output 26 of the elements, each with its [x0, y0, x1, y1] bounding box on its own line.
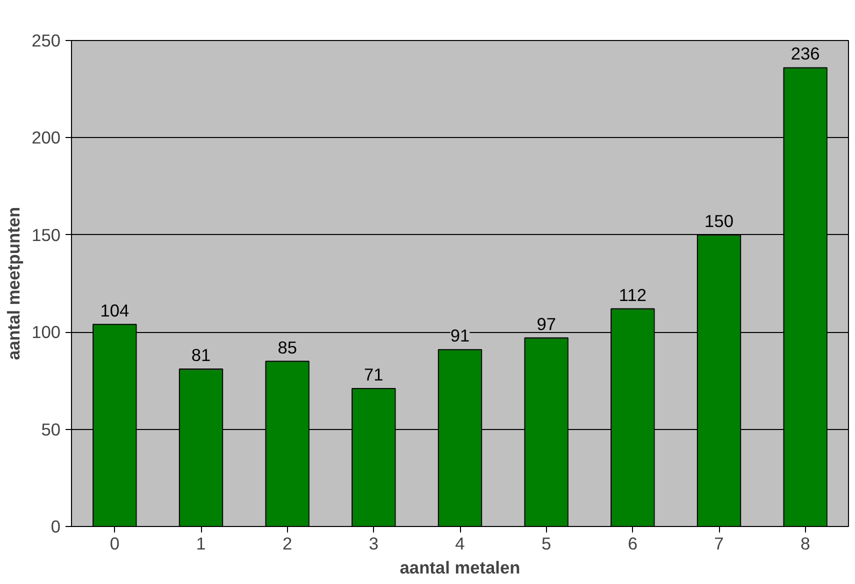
- x-tick-label: 7: [714, 534, 724, 554]
- x-tick-label: 1: [196, 534, 206, 554]
- x-tick-label: 4: [455, 534, 466, 554]
- y-tick-label: 0: [50, 516, 61, 536]
- y-axis-title: aantal meetpunten: [4, 206, 24, 360]
- data-label: 85: [278, 337, 297, 358]
- data-label: 104: [100, 300, 130, 320]
- x-axis-title: aantal metalen: [400, 558, 520, 578]
- x-tick-label: 6: [628, 534, 638, 554]
- y-tick-label: 150: [32, 224, 61, 245]
- data-label: 112: [618, 284, 646, 305]
- x-tick-label: 3: [368, 534, 378, 554]
- y-tick-label: 50: [41, 419, 61, 440]
- data-label: 236: [790, 44, 820, 64]
- y-tick-label: 200: [32, 128, 61, 148]
- data-label: 97: [536, 314, 556, 334]
- data-label: 71: [364, 364, 384, 384]
- x-tick-label: 5: [542, 534, 552, 554]
- y-tick-label: 100: [32, 322, 61, 342]
- data-label: 91: [450, 326, 470, 346]
- x-tick-label: 8: [800, 534, 810, 554]
- x-tick-label: 0: [110, 534, 120, 554]
- data-label: 150: [704, 210, 734, 231]
- y-tick-label: 250: [32, 30, 61, 50]
- x-tick-label: 2: [282, 534, 292, 554]
- data-label: 81: [191, 345, 211, 366]
